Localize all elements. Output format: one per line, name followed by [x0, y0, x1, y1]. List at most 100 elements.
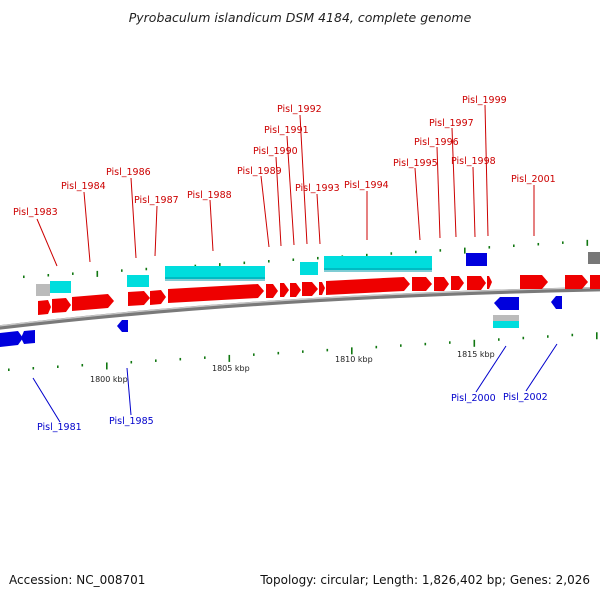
- leader-line: [260, 175, 270, 248]
- gene-label: Pisl_2002: [503, 392, 548, 403]
- tick-mark: [439, 249, 442, 252]
- leader-line: [316, 193, 321, 245]
- reverse-gene-label-texts: Pisl_1981 Pisl_1985 Pisl_2000 Pisl_2002: [37, 392, 548, 433]
- tick-mark: [253, 353, 255, 356]
- gene-label: Pisl_1992: [277, 104, 322, 115]
- rna-feature: [127, 275, 149, 287]
- tick-mark: [537, 242, 540, 246]
- tick-mark: [57, 365, 59, 368]
- leader-line: [32, 377, 61, 423]
- leader-line: [472, 166, 476, 238]
- tick-mark: [562, 241, 564, 244]
- forward-cds: [290, 283, 301, 297]
- gene-label: Pisl_1999: [462, 95, 507, 106]
- gene-label: Pisl_1996: [414, 137, 459, 148]
- gene-label: Pisl_1995: [393, 158, 438, 169]
- rna-feature: [165, 266, 265, 279]
- tick-mark: [243, 261, 246, 265]
- tick-mark: [81, 363, 84, 367]
- leader-line: [299, 114, 308, 245]
- tick-mark: [268, 260, 270, 263]
- tick-mark: [72, 272, 74, 275]
- forward-gene-label-texts: Pisl_1983 Pisl_1984 Pisl_1986 Pisl_1987 …: [13, 95, 556, 218]
- forward-cds: [590, 275, 600, 289]
- forward-cds: [266, 284, 278, 298]
- forward-cds: [302, 282, 318, 296]
- tick-mark: [464, 247, 466, 254]
- scale-label: 1815 kbp: [457, 350, 495, 359]
- scale-label: 1810 kbp: [335, 355, 373, 364]
- tick-mark: [351, 347, 353, 355]
- tick-mark: [424, 342, 427, 346]
- leader-line: [126, 367, 132, 416]
- tick-mark: [47, 273, 50, 277]
- reverse-cds: [466, 253, 487, 266]
- leader-line: [275, 156, 282, 247]
- tick-mark: [415, 250, 417, 254]
- scale-label: 1800 kbp: [90, 375, 128, 384]
- forward-cds: [467, 276, 486, 290]
- reverse-cds: [551, 296, 562, 309]
- tick-mark: [400, 344, 402, 347]
- tick-mark: [488, 246, 491, 249]
- reverse-cds: [117, 320, 128, 332]
- tick-mark: [513, 244, 515, 248]
- misc-feature: [493, 315, 519, 321]
- forward-cds: [52, 298, 71, 313]
- leader-line: [436, 146, 441, 239]
- tick-mark: [228, 354, 231, 362]
- tick-mark: [326, 348, 329, 352]
- gene-features: [0, 252, 600, 347]
- accession-text: Accession: NC_008701: [9, 573, 146, 587]
- gene-label: Pisl_1991: [264, 125, 309, 136]
- tick-mark: [596, 332, 598, 340]
- tick-mark: [155, 359, 157, 362]
- genome-backbone-highlight: [0, 287, 600, 327]
- leader-line: [525, 343, 558, 392]
- leader-line: [209, 199, 214, 252]
- forward-cds: [168, 284, 264, 303]
- forward-cds: [38, 300, 51, 315]
- forward-cds: [319, 282, 325, 295]
- misc-feature: [588, 252, 600, 264]
- gene-label: Pisl_1998: [451, 156, 496, 167]
- leader-line: [154, 205, 158, 257]
- tick-mark: [145, 267, 148, 271]
- tick-mark: [194, 264, 197, 268]
- tick-mark: [571, 333, 574, 337]
- tick-mark: [292, 258, 295, 261]
- forward-cds: [326, 277, 410, 295]
- tick-mark: [522, 336, 525, 340]
- reverse-cds: [494, 297, 519, 310]
- gene-label: Pisl_1989: [237, 166, 282, 177]
- rna-feature: [324, 256, 432, 270]
- map-title: Pyrobaculum islandicum DSM 4184, complet…: [129, 10, 472, 25]
- tick-mark: [179, 357, 182, 361]
- forward-cds: [451, 276, 464, 290]
- misc-feature: [36, 284, 50, 296]
- leader-line: [130, 177, 137, 259]
- tick-mark: [302, 350, 304, 353]
- gene-label: Pisl_2000: [451, 393, 496, 404]
- rna-feature: [493, 321, 519, 328]
- forward-gene-labels: [36, 104, 535, 267]
- forward-cds: [150, 290, 166, 305]
- gene-label: Pisl_1987: [134, 195, 179, 206]
- leader-line: [475, 345, 507, 393]
- tick-mark: [473, 339, 476, 347]
- leader-line: [36, 218, 58, 267]
- tick-mark: [375, 345, 378, 349]
- rna-feature: [300, 262, 318, 275]
- leader-line: [83, 191, 91, 263]
- gene-label: Pisl_1994: [344, 180, 389, 191]
- forward-cds: [128, 291, 150, 306]
- gene-label: Pisl_2001: [511, 174, 556, 185]
- scale-label: 1805 kbp: [212, 364, 250, 373]
- forward-cds: [565, 275, 588, 289]
- reverse-cds: [21, 330, 35, 344]
- tick-mark: [130, 360, 133, 364]
- tick-mark: [498, 338, 500, 341]
- gene-label: Pisl_1997: [429, 118, 474, 129]
- scale-ticks: [8, 239, 598, 372]
